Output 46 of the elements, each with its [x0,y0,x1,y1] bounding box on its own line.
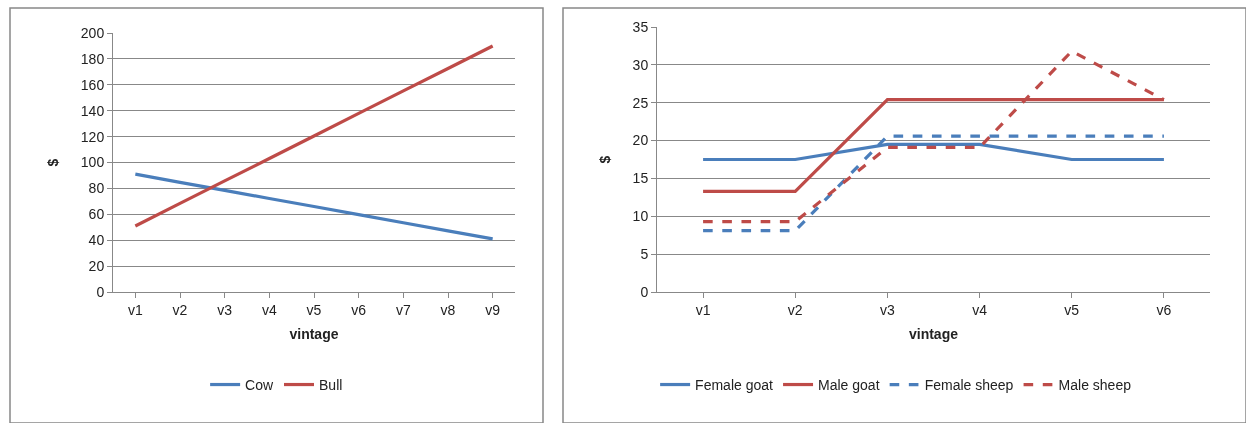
y-tick-label: 80 [88,180,105,197]
x-tick-label: v6 [351,301,367,318]
line-series [133,44,495,228]
y-tick-label: 60 [88,206,105,223]
x-tick-label: v5 [1064,301,1080,318]
y-tick-label: 40 [88,232,105,249]
x-tick-label: v2 [172,301,188,318]
x-tick-label: v3 [880,301,896,318]
y-tick-label: 0 [640,283,649,300]
legend-label: Bull [319,376,343,393]
y-tick-label: 120 [80,128,105,145]
y-tick-label: 200 [80,24,105,41]
x-tick-label: v8 [440,301,456,318]
x-tick-label: v1 [127,301,143,318]
y-tick-label: 15 [632,170,649,187]
y-axis-title: $ [45,158,62,167]
y-tick-label: 25 [632,94,649,111]
legend-label: Female sheep [924,376,1014,393]
x-tick-label: v4 [972,301,988,318]
x-axis-title: vintage [289,326,339,343]
y-tick-label: 35 [632,18,649,35]
legend-label: Male sheep [1058,376,1132,393]
y-axis-title: $ [597,155,614,164]
y-tick-label: 0 [96,283,105,300]
y-tick-label: 100 [80,154,105,171]
y-tick-label: 10 [632,208,649,225]
line-series [133,172,495,241]
x-tick-label: v9 [485,301,501,318]
y-tick-label: 180 [80,50,105,67]
x-tick-label: v4 [261,301,277,318]
y-tick-label: 20 [88,258,105,274]
y-tick-label: 160 [80,76,105,93]
x-tick-label: v5 [306,301,322,318]
x-axis-title: vintage [908,326,959,343]
legend-label: Female goat [695,376,774,393]
legend-label: Cow [245,376,275,393]
y-tick-label: 20 [632,132,649,149]
legend-label: Male goat [818,376,880,393]
y-tick-label: 30 [632,56,649,73]
x-tick-label: v6 [1156,301,1172,318]
x-tick-label: v7 [395,301,411,318]
x-tick-label: v1 [695,301,711,318]
y-tick-label: 5 [640,246,649,263]
x-tick-label: v2 [787,301,803,318]
x-tick-label: v3 [217,301,233,318]
y-tick-label: 140 [80,102,105,119]
